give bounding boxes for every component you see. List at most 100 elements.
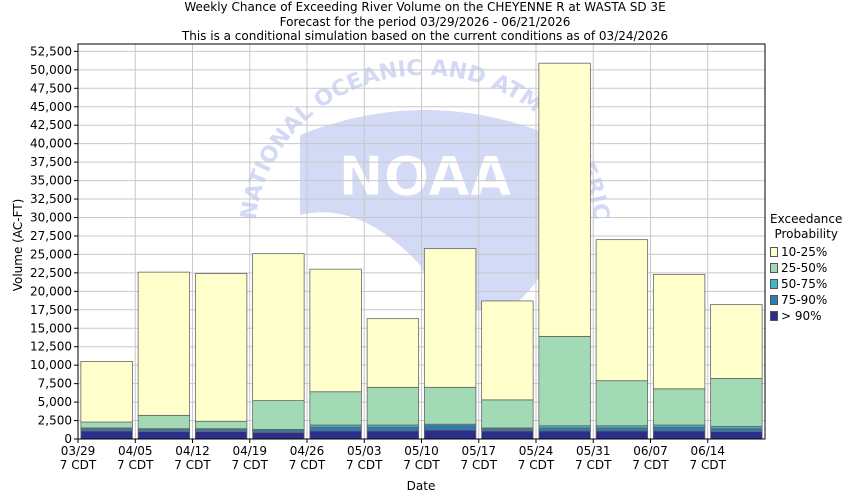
bar-segment: [309, 430, 362, 440]
x-tick-label-date: 03/29: [61, 444, 96, 458]
chart-subtitle: Forecast for the period 03/29/2026 - 06/…: [279, 14, 571, 29]
bar-segment: [652, 426, 706, 432]
x-tick-label-date: 05/31: [576, 444, 611, 458]
bar-segment: [366, 426, 420, 432]
y-tick-label: 7,500: [38, 377, 72, 391]
y-tick-label: 37,500: [30, 155, 72, 169]
bar-segment: [252, 253, 305, 402]
x-tick-label-date: 06/14: [690, 444, 725, 458]
bar-segment: [366, 430, 420, 440]
bar-segment: [423, 248, 477, 388]
y-tick-label: 42,500: [30, 118, 72, 132]
bar-segment: [80, 361, 133, 423]
bar-segment: [252, 431, 305, 440]
y-tick-label: 10,000: [30, 358, 72, 372]
bar-stacks: [80, 62, 763, 440]
bar-segment: [309, 391, 362, 426]
x-tick-label-tz: 7 CDT: [232, 458, 269, 472]
legend-swatch: [770, 295, 778, 305]
x-tick-label-date: 05/24: [519, 444, 554, 458]
bar-segment: [423, 429, 477, 440]
legend: Exceedance Probability 10-25% 25-50% 50-75…: [770, 212, 842, 324]
legend-swatch: [770, 311, 778, 321]
x-tick-label-date: 04/05: [118, 444, 153, 458]
x-tick-label-tz: 7 CDT: [117, 458, 154, 472]
chart-subtitle-2: This is a conditional simulation based o…: [181, 29, 669, 43]
legend-title-line-2: Probability: [774, 227, 838, 241]
y-axis-ticks: 0 2,500 5,000 7,500 10,000 12,500 15,000 17,500…: [30, 44, 78, 446]
x-tick-label-date: 05/03: [347, 444, 382, 458]
chart-title: Weekly Chance of Exceeding River Volume …: [184, 0, 666, 14]
bar-segment: [652, 273, 706, 390]
chart-titles: Weekly Chance of Exceeding River Volume …: [0, 0, 850, 44]
y-tick-label: 0: [64, 432, 72, 446]
y-tick-label: 2,500: [38, 414, 72, 428]
bar-segment: [366, 318, 420, 388]
y-tick-label: 15,000: [30, 321, 72, 335]
x-tick-label-date: 06/07: [633, 444, 668, 458]
legend-swatch: [770, 247, 778, 257]
bar-segment: [538, 335, 591, 427]
bar-segment: [80, 421, 133, 429]
x-tick-label-tz: 7 CDT: [690, 458, 727, 472]
x-tick-label-tz: 7 CDT: [289, 458, 326, 472]
bar-segment: [194, 273, 248, 422]
x-tick-label-date: 04/19: [232, 444, 267, 458]
y-tick-label: 30,000: [30, 211, 72, 225]
bar-segment: [309, 268, 362, 393]
bar-segment: [652, 388, 706, 426]
x-tick-label-tz: 7 CDT: [518, 458, 555, 472]
bar-segment: [423, 386, 477, 425]
y-tick-label: 22,500: [30, 266, 72, 280]
y-tick-label: 5,000: [38, 395, 72, 409]
bar-segment: [194, 431, 248, 440]
y-tick-label: 20,000: [30, 284, 72, 298]
bar-segment: [481, 300, 534, 401]
y-tick-label: 25,000: [30, 247, 72, 261]
x-tick-label-date: 05/17: [461, 444, 496, 458]
bar-segment: [710, 378, 763, 427]
x-tick-label-tz: 7 CDT: [461, 458, 498, 472]
bar-segment: [710, 304, 763, 379]
legend-item: 75-90%: [770, 292, 842, 308]
y-tick-label: 47,500: [30, 81, 72, 95]
x-tick-label-tz: 7 CDT: [403, 458, 440, 472]
legend-item: 10-25%: [770, 244, 842, 260]
legend-label: > 90%: [781, 308, 822, 323]
x-tick-label-tz: 7 CDT: [575, 458, 612, 472]
legend-item: > 90%: [770, 308, 842, 324]
bar-segment: [538, 427, 591, 432]
bar-segment: [309, 426, 362, 432]
legend-label: 50-75%: [781, 276, 828, 291]
bar-segment: [137, 271, 191, 416]
bar-segment: [481, 399, 534, 429]
legend-swatch: [770, 279, 778, 289]
y-tick-label: 40,000: [30, 137, 72, 151]
bar-segment: [137, 414, 191, 430]
bar-segment: [80, 430, 133, 440]
legend-items: 10-25% 25-50% 50-75% 75-90% > 90%: [770, 244, 842, 324]
y-tick-label: 17,500: [30, 303, 72, 317]
x-tick-label-date: 05/10: [404, 444, 439, 458]
bar-segment: [595, 430, 649, 440]
bar-segment: [595, 427, 649, 432]
y-tick-label: 27,500: [30, 229, 72, 243]
legend-label: 75-90%: [781, 292, 828, 307]
legend-label: 10-25%: [781, 244, 828, 259]
watermark-noaa-text: NOAA: [338, 145, 511, 208]
x-tick-label-date: 04/12: [175, 444, 210, 458]
bar-segment: [252, 400, 305, 430]
bar-segment: [423, 425, 477, 431]
bar-segment: [137, 431, 191, 440]
legend-swatch: [770, 263, 778, 273]
y-tick-label: 52,500: [30, 44, 72, 58]
bar-segment: [538, 62, 591, 337]
bar-segment: [710, 431, 763, 440]
y-tick-label: 12,500: [30, 340, 72, 354]
bar-segment: [194, 420, 248, 430]
bar-segment: [710, 428, 763, 433]
bar-segment: [652, 430, 706, 440]
y-axis-label: Volume (AC-FT): [11, 199, 25, 292]
bar-segment: [538, 430, 591, 440]
